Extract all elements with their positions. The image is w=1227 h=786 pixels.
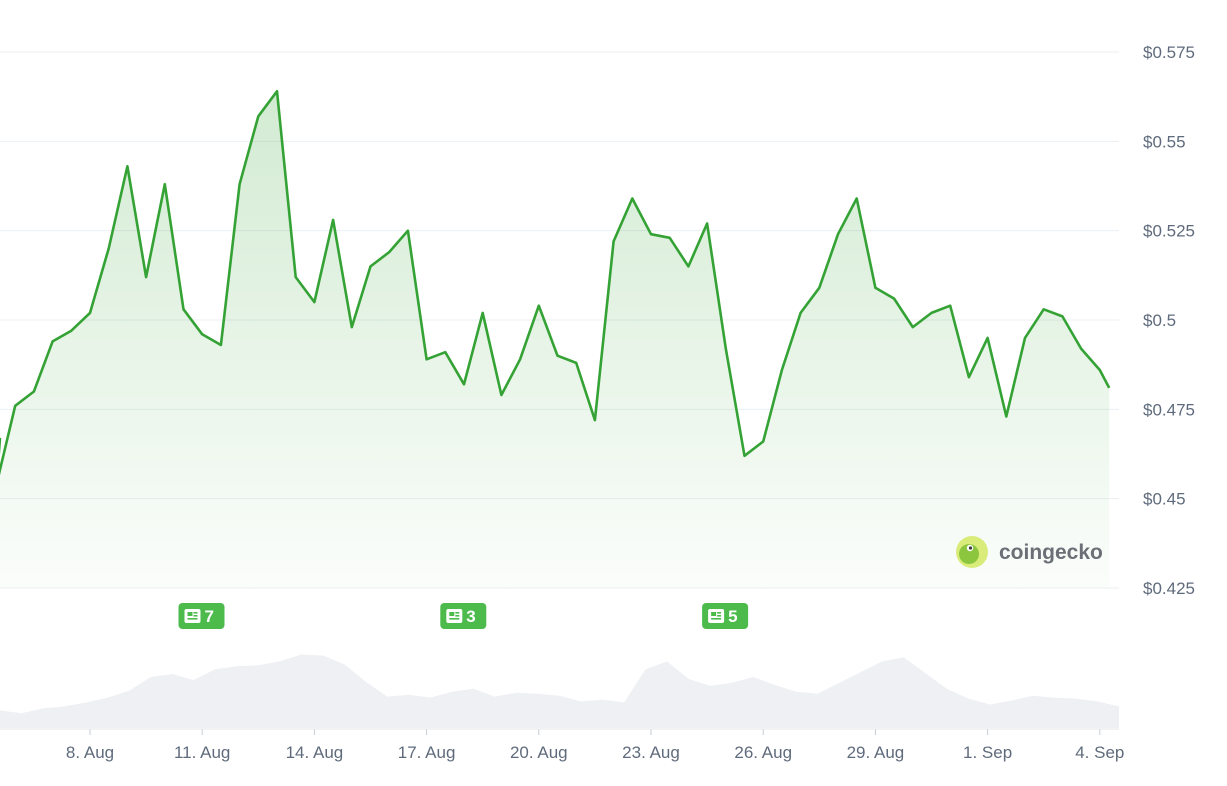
price-line-layer bbox=[0, 90, 1111, 484]
y-tick-label: $0.425 bbox=[1143, 579, 1195, 598]
news-markers[interactable]: 7 3 5 bbox=[178, 603, 749, 629]
x-tick-label: 8. Aug bbox=[66, 743, 114, 762]
x-tick-label: 20. Aug bbox=[510, 743, 568, 762]
y-tick-label: $0.45 bbox=[1143, 490, 1186, 509]
news-badge[interactable]: 3 bbox=[440, 603, 487, 629]
coingecko-brand: coingecko bbox=[956, 536, 1103, 568]
x-axis: 8. Aug 11. Aug 14. Aug 17. Aug 20. Aug 23. Au… bbox=[0, 728, 1124, 762]
brand-name: coingecko bbox=[999, 541, 1103, 564]
newspaper-icon bbox=[708, 609, 725, 623]
x-tick-label: 14. Aug bbox=[286, 743, 344, 762]
x-tick-label: 4. Sep bbox=[1075, 743, 1124, 762]
news-count: 5 bbox=[728, 607, 737, 626]
x-tick-label: 26. Aug bbox=[734, 743, 792, 762]
gecko-logo-pupil bbox=[968, 546, 973, 550]
y-tick-label: $0.475 bbox=[1143, 400, 1195, 419]
y-tick-label: $0.55 bbox=[1143, 132, 1186, 151]
price-area bbox=[0, 91, 1110, 588]
news-count: 3 bbox=[466, 607, 475, 626]
y-axis: $0.575 $0.55 $0.525 $0.5 $0.475 $0.45 $0.425 bbox=[1143, 43, 1195, 598]
volume-bars bbox=[0, 654, 1119, 728]
news-count: 7 bbox=[205, 607, 214, 626]
volume-area bbox=[0, 654, 1119, 728]
gecko-logo-head bbox=[959, 544, 979, 564]
newspaper-icon bbox=[446, 609, 463, 623]
y-tick-label: $0.525 bbox=[1143, 222, 1195, 241]
news-badge[interactable]: 5 bbox=[702, 603, 749, 629]
x-tick-label: 17. Aug bbox=[398, 743, 456, 762]
news-badge[interactable]: 7 bbox=[178, 603, 225, 629]
price-area-fill bbox=[0, 91, 1110, 588]
x-tick-label: 1. Sep bbox=[963, 743, 1012, 762]
newspaper-icon bbox=[184, 609, 201, 623]
x-tick-label: 23. Aug bbox=[622, 743, 680, 762]
y-tick-label: $0.575 bbox=[1143, 43, 1195, 62]
price-line[interactable] bbox=[0, 90, 1111, 484]
x-tick-label: 11. Aug bbox=[174, 743, 230, 762]
x-tick-label: 29. Aug bbox=[847, 743, 905, 762]
y-tick-label: $0.5 bbox=[1143, 311, 1176, 330]
